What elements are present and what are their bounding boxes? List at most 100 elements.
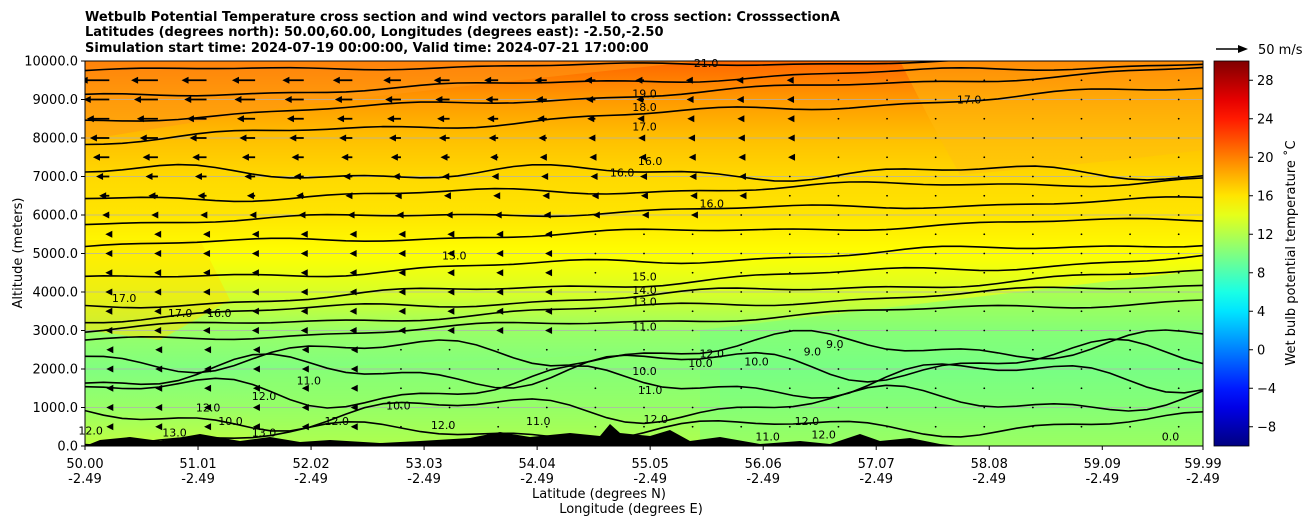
chart-title: Wetbulb Potential Temperature cross sect… — [85, 10, 840, 56]
x-tick-label-lat: 52.02 — [292, 457, 329, 472]
wind-vector — [1080, 310, 1083, 313]
wind-vector-head — [392, 173, 400, 180]
wind-vector-head — [736, 96, 744, 103]
wind-vector — [886, 329, 888, 332]
wind-vector-head — [545, 307, 553, 315]
wind-vector — [643, 425, 645, 428]
wind-vector — [1129, 425, 1131, 428]
wind-vector — [837, 291, 840, 293]
wind-vector-head — [535, 96, 543, 103]
wind-vector — [400, 387, 402, 390]
wind-vector — [691, 368, 694, 370]
wind-vector — [1177, 425, 1180, 428]
contour-label: 12.0 — [252, 390, 277, 403]
wind-vector-head — [350, 365, 358, 373]
wind-vector — [497, 425, 500, 428]
title-line-2: Latitudes (degrees north): 50.00,60.00, … — [85, 25, 664, 40]
wind-vector — [740, 214, 743, 216]
wind-vector-head — [447, 230, 455, 238]
quiver-key-arrow-head — [1238, 45, 1248, 53]
wind-vector — [837, 368, 840, 370]
wind-vector — [983, 79, 986, 82]
wind-vector-head — [347, 211, 355, 219]
x-tick-label-lon: -2.49 — [1186, 472, 1220, 487]
wind-vector — [1129, 406, 1131, 409]
wind-vector — [934, 252, 937, 255]
x-tick-label-lon: -2.49 — [1085, 472, 1119, 487]
wind-vector-head — [154, 230, 162, 238]
wind-vector-head — [239, 134, 247, 142]
wind-vector — [594, 387, 597, 390]
wind-vector — [1031, 117, 1034, 120]
wind-vector — [1177, 291, 1180, 293]
wind-vector — [837, 348, 840, 351]
contour-line — [85, 244, 1203, 278]
wind-vector — [1031, 387, 1034, 390]
y-tick-label: 10000.0 — [24, 55, 78, 70]
wind-vector-head — [251, 269, 259, 277]
wind-vector-head — [390, 153, 398, 161]
wind-vector-head — [538, 134, 546, 142]
wind-vector-head — [301, 404, 309, 411]
wind-vector — [1177, 348, 1180, 351]
wind-vector — [1177, 233, 1180, 236]
wind-vector — [1129, 156, 1131, 159]
wind-vector — [1129, 79, 1131, 82]
wind-vector — [1129, 348, 1131, 351]
wind-vector — [983, 98, 986, 101]
wind-vector — [886, 348, 888, 351]
wind-vector — [886, 425, 888, 428]
wind-vector-head — [640, 173, 648, 180]
wind-vector — [886, 214, 888, 216]
wind-vector-head — [545, 327, 553, 334]
wind-vector-head — [636, 96, 644, 103]
wind-vector — [837, 175, 840, 178]
wind-vector-head — [343, 173, 351, 180]
wind-vector — [788, 271, 791, 274]
wind-vector — [740, 271, 743, 274]
y-tick-label: 5000.0 — [33, 247, 79, 262]
wind-vector-head — [545, 250, 553, 257]
wind-vector-head — [105, 230, 113, 238]
wind-vector-head — [339, 134, 347, 142]
wind-vector — [886, 310, 888, 313]
wind-vector-head — [398, 230, 406, 238]
wind-vector — [1129, 194, 1131, 197]
wind-vector-head — [387, 115, 395, 123]
wind-vector — [691, 310, 694, 313]
wind-vector-head — [350, 384, 358, 392]
wind-vector-head — [300, 230, 308, 238]
wind-vector-head — [204, 365, 212, 373]
wind-vector-head — [542, 192, 550, 200]
colorbar-tick-label: 24 — [1257, 112, 1274, 127]
wind-vector-head — [251, 250, 259, 257]
wind-vector-head — [787, 96, 795, 103]
wind-vector — [1031, 368, 1034, 370]
wind-vector — [788, 406, 791, 409]
wind-vector-head — [537, 115, 545, 123]
contour-label: 16.0 — [699, 197, 724, 210]
x-tick-label-lon: -2.49 — [520, 472, 554, 487]
wind-vector-head — [349, 307, 357, 315]
wind-vector — [1177, 79, 1180, 82]
wind-vector-head — [203, 288, 211, 296]
wind-vector — [837, 387, 840, 390]
wind-vector-head — [543, 211, 551, 219]
plot-area: 21.019.018.017.017.016.016.016.015.015.0… — [78, 57, 1204, 447]
wind-vector-head — [105, 250, 113, 257]
wind-vector — [1080, 175, 1083, 178]
wind-vector — [1177, 406, 1180, 409]
wind-vector — [545, 348, 548, 351]
wind-vector-head — [638, 134, 646, 142]
wind-vector — [1031, 329, 1034, 332]
x-tick-label-lat: 54.04 — [519, 457, 556, 472]
wind-vector-head — [136, 115, 144, 123]
wind-vector — [886, 387, 888, 390]
wind-vector — [934, 194, 937, 197]
wind-vector — [497, 368, 500, 370]
contour-label: 11.0 — [638, 384, 663, 397]
wind-vector — [448, 387, 451, 390]
wind-vector — [594, 406, 597, 409]
wind-vector — [643, 233, 645, 236]
